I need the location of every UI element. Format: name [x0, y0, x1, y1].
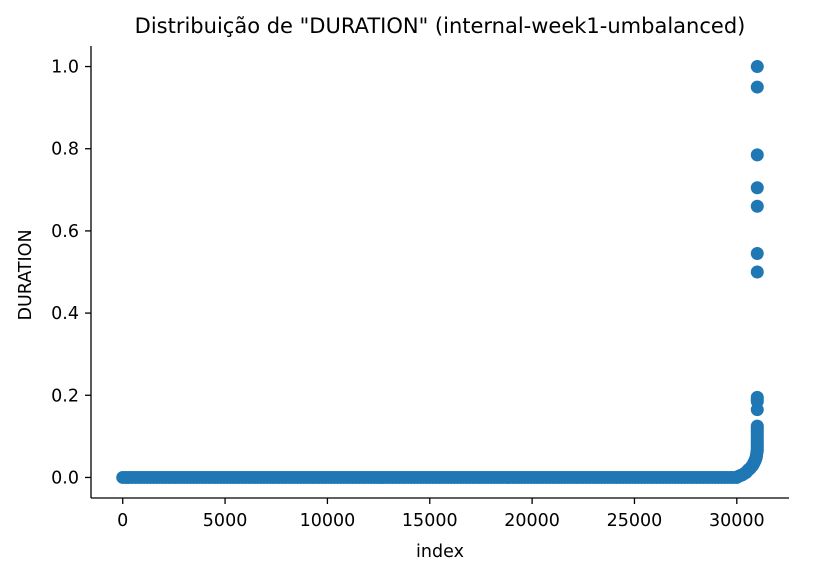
y-tick-label: 0.2 — [51, 386, 79, 406]
data-point — [750, 247, 764, 261]
y-axis-label: DURATION — [16, 229, 36, 320]
y-tick-label: 0.4 — [51, 304, 79, 324]
x-axis-label: index — [416, 542, 464, 562]
x-tick-label: 0 — [117, 511, 128, 531]
y-ticks: 0.0 0.2 0.4 0.6 0.8 1.0 — [51, 58, 91, 488]
data-point — [750, 265, 764, 279]
data-point — [750, 390, 764, 404]
data-point — [750, 148, 764, 162]
x-ticks: 0 5000 10000 15000 20000 25000 30000 — [117, 498, 765, 531]
x-tick-label: 5000 — [203, 511, 248, 531]
data-point — [750, 80, 764, 94]
y-tick-label: 0.6 — [51, 222, 79, 242]
x-tick-label: 30000 — [709, 511, 765, 531]
chart-title: Distribuição de "DURATION" (internal-wee… — [135, 14, 746, 38]
x-tick-label: 15000 — [402, 511, 458, 531]
data-point — [750, 60, 764, 74]
axes — [90, 46, 789, 499]
x-tick-label: 25000 — [607, 511, 663, 531]
data-points — [116, 60, 764, 484]
x-tick-label: 20000 — [504, 511, 560, 531]
data-point — [750, 419, 764, 433]
y-tick-label: 0.0 — [51, 468, 79, 488]
y-tick-label: 1.0 — [51, 58, 79, 78]
x-tick-label: 10000 — [300, 511, 356, 531]
data-point — [750, 199, 764, 213]
data-point — [750, 181, 764, 195]
y-tick-label: 0.8 — [51, 140, 79, 160]
